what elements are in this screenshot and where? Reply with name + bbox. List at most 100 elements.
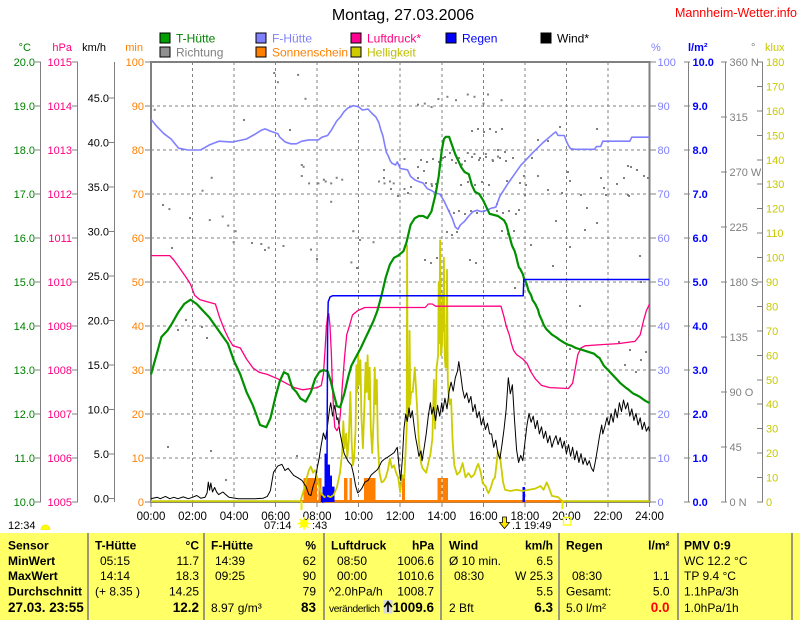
svg-text:3.0: 3.0 bbox=[693, 365, 708, 377]
svg-text:Sensor: Sensor bbox=[8, 539, 49, 553]
svg-text:35.0: 35.0 bbox=[88, 182, 109, 194]
svg-text:79: 79 bbox=[303, 585, 317, 599]
svg-text:14:00: 14:00 bbox=[427, 511, 456, 523]
svg-text:8.97 g/m³: 8.97 g/m³ bbox=[211, 601, 262, 615]
svg-text:10:00: 10:00 bbox=[344, 511, 373, 523]
svg-text:0: 0 bbox=[766, 497, 772, 509]
svg-text:F-Hütte: F-Hütte bbox=[211, 539, 253, 553]
svg-text:5.0: 5.0 bbox=[653, 585, 670, 599]
svg-text::43: :43 bbox=[312, 520, 327, 532]
svg-text:60: 60 bbox=[658, 233, 670, 245]
svg-text:9.0: 9.0 bbox=[693, 101, 708, 113]
svg-text:^2.0hPa/h: ^2.0hPa/h bbox=[329, 585, 383, 599]
svg-text:110: 110 bbox=[766, 228, 784, 240]
svg-text:18:00: 18:00 bbox=[511, 511, 540, 523]
svg-text:T-Hütte: T-Hütte bbox=[95, 539, 137, 553]
svg-text:1006: 1006 bbox=[48, 453, 72, 465]
svg-text:20.0: 20.0 bbox=[14, 57, 35, 69]
svg-text:16:00: 16:00 bbox=[469, 511, 498, 523]
svg-text:1014: 1014 bbox=[48, 101, 72, 113]
svg-text:27.03. 23:55: 27.03. 23:55 bbox=[8, 600, 84, 615]
svg-text:%: % bbox=[305, 539, 316, 553]
svg-text:PMV 0:9: PMV 0:9 bbox=[684, 539, 731, 553]
svg-text:Ø 10 min.: Ø 10 min. bbox=[449, 554, 501, 568]
svg-text:180 S: 180 S bbox=[730, 277, 759, 289]
svg-text:0: 0 bbox=[658, 497, 664, 509]
svg-text:5.0: 5.0 bbox=[94, 449, 109, 461]
svg-text:12:34: 12:34 bbox=[8, 520, 36, 532]
svg-text:F-Hütte: F-Hütte bbox=[272, 32, 312, 46]
svg-text:90: 90 bbox=[658, 101, 670, 113]
svg-text:04:00: 04:00 bbox=[220, 511, 249, 523]
svg-text:06:00: 06:00 bbox=[261, 511, 290, 523]
svg-text:1007: 1007 bbox=[48, 409, 72, 421]
svg-text:14:39: 14:39 bbox=[215, 554, 245, 568]
svg-text:40: 40 bbox=[132, 321, 144, 333]
svg-text:150: 150 bbox=[766, 130, 784, 142]
svg-text:Luftdruck: Luftdruck bbox=[331, 539, 387, 553]
svg-text:50: 50 bbox=[658, 277, 670, 289]
svg-text:10.0: 10.0 bbox=[14, 497, 35, 509]
svg-text:18.3: 18.3 bbox=[176, 569, 200, 583]
svg-text:Wind*: Wind* bbox=[557, 32, 589, 46]
svg-text:30: 30 bbox=[766, 424, 778, 436]
svg-text:10.0: 10.0 bbox=[693, 57, 714, 69]
svg-text:10: 10 bbox=[766, 473, 778, 485]
svg-text:62: 62 bbox=[303, 554, 317, 568]
svg-text:60: 60 bbox=[132, 233, 144, 245]
svg-text:0: 0 bbox=[138, 497, 144, 509]
svg-text:1010: 1010 bbox=[48, 277, 72, 289]
svg-text:klux: klux bbox=[765, 42, 785, 54]
svg-text:Helligkeit: Helligkeit bbox=[367, 46, 416, 60]
svg-text:20: 20 bbox=[132, 409, 144, 421]
svg-text:.1: .1 bbox=[512, 520, 521, 532]
svg-text:40: 40 bbox=[658, 321, 670, 333]
svg-text:24:00: 24:00 bbox=[635, 511, 664, 523]
svg-text:40.0: 40.0 bbox=[88, 138, 109, 150]
svg-text:80: 80 bbox=[766, 301, 778, 313]
svg-text:30.0: 30.0 bbox=[88, 227, 109, 239]
svg-text:11.7: 11.7 bbox=[177, 554, 200, 568]
svg-text:12:00: 12:00 bbox=[386, 511, 415, 523]
svg-text:50: 50 bbox=[132, 277, 144, 289]
svg-text:1.1hPa/3h: 1.1hPa/3h bbox=[684, 585, 739, 599]
svg-text:0 N: 0 N bbox=[730, 497, 747, 509]
svg-text:17.0: 17.0 bbox=[14, 189, 35, 201]
svg-text:160: 160 bbox=[766, 106, 784, 118]
svg-text:TP 9.4 °C: TP 9.4 °C bbox=[684, 569, 736, 583]
svg-text:40: 40 bbox=[766, 399, 778, 411]
svg-text:05:15: 05:15 bbox=[100, 554, 130, 568]
svg-text:09:25: 09:25 bbox=[215, 569, 245, 583]
svg-text:315: 315 bbox=[730, 112, 748, 124]
svg-text:22:00: 22:00 bbox=[594, 511, 623, 523]
svg-text:180: 180 bbox=[766, 57, 784, 69]
svg-text:WC 12.2 °C: WC 12.2 °C bbox=[684, 554, 748, 568]
svg-text:19:49: 19:49 bbox=[524, 520, 552, 532]
svg-text:0.0: 0.0 bbox=[94, 494, 109, 506]
svg-text:6.3: 6.3 bbox=[534, 600, 553, 615]
svg-text:15.0: 15.0 bbox=[14, 277, 35, 289]
svg-text:hPa: hPa bbox=[52, 42, 72, 54]
svg-text:90: 90 bbox=[132, 101, 144, 113]
svg-text:1006.6: 1006.6 bbox=[397, 554, 434, 568]
svg-text:6.0: 6.0 bbox=[693, 233, 708, 245]
svg-text:70: 70 bbox=[132, 189, 144, 201]
svg-text:07:14: 07:14 bbox=[264, 520, 292, 532]
svg-text:(+ 8.35 ): (+ 8.35 ) bbox=[95, 585, 140, 599]
svg-text:08:50: 08:50 bbox=[337, 554, 367, 568]
svg-text:1012: 1012 bbox=[48, 189, 72, 201]
svg-text:1009.6: 1009.6 bbox=[393, 600, 435, 615]
svg-text:13.0: 13.0 bbox=[14, 365, 35, 377]
svg-text:83: 83 bbox=[301, 600, 317, 615]
svg-text:60: 60 bbox=[766, 350, 778, 362]
svg-text:Gesamt:: Gesamt: bbox=[566, 585, 611, 599]
svg-text:min: min bbox=[125, 42, 143, 54]
svg-text:20: 20 bbox=[766, 448, 778, 460]
svg-text:100: 100 bbox=[126, 57, 144, 69]
svg-text:°C: °C bbox=[19, 42, 31, 54]
svg-text:Regen: Regen bbox=[462, 32, 497, 46]
svg-text:14:14: 14:14 bbox=[100, 569, 130, 583]
svg-text:°: ° bbox=[751, 42, 755, 54]
svg-text:5.0 l/m²: 5.0 l/m² bbox=[566, 601, 606, 615]
svg-text:1005: 1005 bbox=[48, 497, 72, 509]
